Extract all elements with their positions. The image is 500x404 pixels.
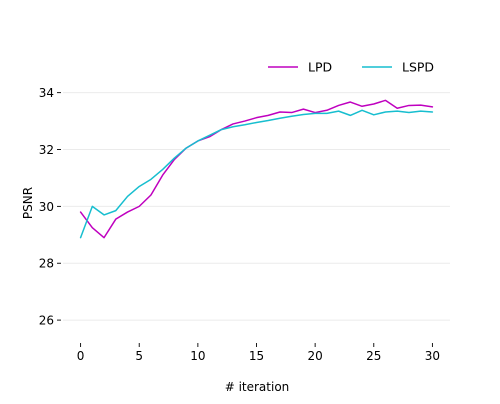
y-tick-label: 32	[39, 143, 54, 157]
x-tick-label: 15	[249, 349, 264, 363]
x-tick-label: 0	[77, 349, 85, 363]
x-tick-label: 10	[190, 349, 205, 363]
series-line-lspd	[79, 109, 434, 239]
legend-label-lpd: LPD	[308, 60, 332, 75]
x-tick-label: 25	[366, 349, 381, 363]
y-tick-label: 26	[39, 314, 54, 328]
x-tick-label: 5	[135, 349, 143, 363]
series-lines	[79, 99, 434, 239]
legend-label-lspd: LSPD	[402, 60, 434, 75]
series-line-lpd	[79, 99, 434, 239]
legend: LPD LSPD	[268, 60, 434, 75]
x-axis-title: # iteration	[225, 380, 290, 394]
gridlines	[63, 92, 450, 321]
y-axis-title: PSNR	[21, 187, 35, 219]
axes: 26 28 30 32 34 0 5 10 15 20 25 30	[39, 86, 440, 363]
y-tick-label: 30	[39, 200, 54, 214]
y-tick-label: 28	[39, 257, 54, 271]
x-tick-label: 20	[307, 349, 322, 363]
y-tick-label: 34	[39, 86, 54, 100]
x-tick-label: 30	[425, 349, 440, 363]
